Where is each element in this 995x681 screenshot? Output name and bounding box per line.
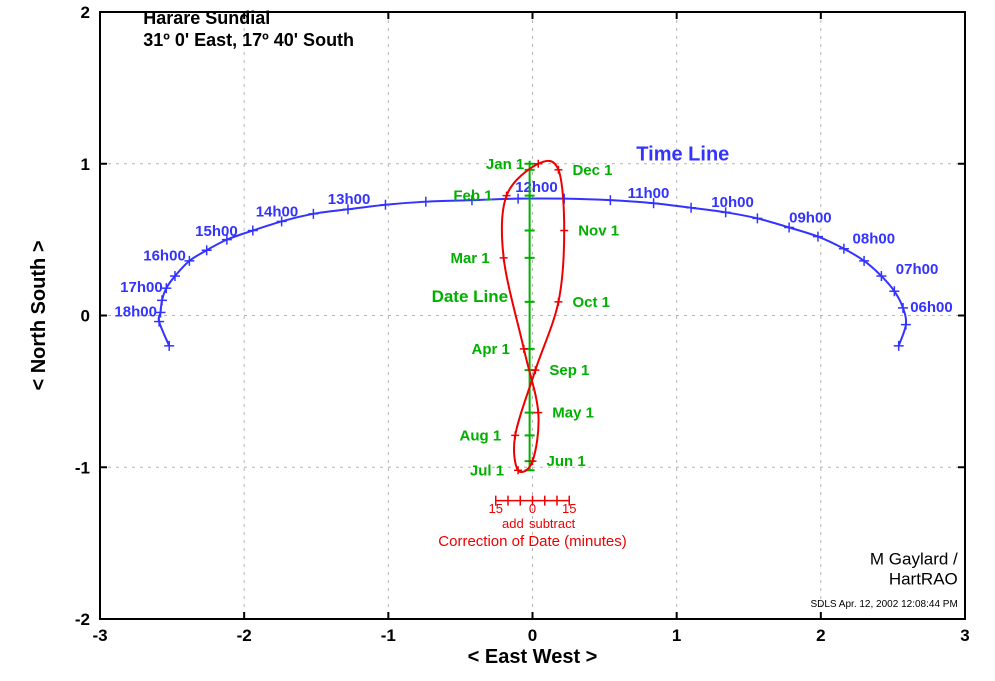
x-tick-label: 0: [528, 626, 537, 645]
correction-add-label: add: [502, 516, 524, 531]
x-tick-label: -2: [237, 626, 252, 645]
timestamp: SDLS Apr. 12, 2002 12:08:44 PM: [810, 599, 957, 610]
time-line-label: 18h00: [114, 303, 157, 320]
x-tick-label: 1: [672, 626, 681, 645]
date-line-title: Date Line: [432, 287, 509, 306]
y-tick-label: 0: [81, 307, 90, 326]
y-tick-label: -1: [75, 458, 90, 477]
month-label: Jun 1: [547, 453, 586, 470]
time-line-label: 08h00: [853, 231, 896, 248]
correction-tick-label: 0: [529, 501, 536, 516]
time-line-label: 07h00: [896, 261, 939, 278]
y-axis-label: < North South >: [28, 241, 50, 391]
month-label: Feb 1: [453, 188, 492, 205]
month-label: Jan 1: [486, 156, 524, 173]
correction-subtract-label: subtract: [529, 516, 576, 531]
month-label: Sep 1: [549, 362, 589, 379]
time-line-label: 14h00: [256, 203, 299, 220]
y-tick-label: -2: [75, 610, 90, 629]
time-line-label: 15h00: [195, 223, 238, 240]
sundial-chart: -3-2-10123-2-1012< East West >< North So…: [0, 0, 995, 681]
title-line-2: 31º 0' East, 17º 40' South: [143, 30, 354, 50]
time-line-label: 16h00: [143, 247, 186, 264]
time-line-label: 12h00: [515, 179, 558, 196]
month-label: May 1: [552, 405, 594, 422]
time-line-label: 10h00: [711, 194, 754, 211]
y-tick-label: 1: [81, 155, 90, 174]
x-tick-label: 3: [960, 626, 969, 645]
time-line-label: 13h00: [328, 191, 371, 208]
month-label: Aug 1: [460, 427, 502, 444]
time-line-label: 11h00: [628, 185, 670, 202]
correction-tick-label: 15: [489, 501, 503, 516]
month-label: Oct 1: [572, 294, 610, 311]
month-label: Apr 1: [472, 341, 510, 358]
month-label: Jul 1: [470, 462, 504, 479]
credit-line-2: HartRAO: [889, 569, 958, 588]
correction-title: Correction of Date (minutes): [438, 533, 626, 550]
time-line-label: 06h00: [910, 299, 953, 316]
x-tick-label: -1: [381, 626, 396, 645]
time-line-label: 17h00: [120, 279, 163, 296]
month-label: Nov 1: [578, 223, 619, 240]
time-line-label: 09h00: [789, 209, 832, 226]
x-tick-label: -3: [92, 626, 107, 645]
correction-tick-label: 15: [562, 501, 576, 516]
credit-line-1: M Gaylard /: [870, 549, 958, 568]
time-line-title: Time Line: [636, 144, 729, 166]
month-label: Dec 1: [572, 162, 612, 179]
month-label: Mar 1: [450, 250, 489, 267]
title-line-1: Harare Sundial: [143, 8, 270, 28]
x-axis-label: < East West >: [468, 646, 598, 668]
y-tick-label: 2: [81, 3, 90, 22]
x-tick-label: 2: [816, 626, 825, 645]
